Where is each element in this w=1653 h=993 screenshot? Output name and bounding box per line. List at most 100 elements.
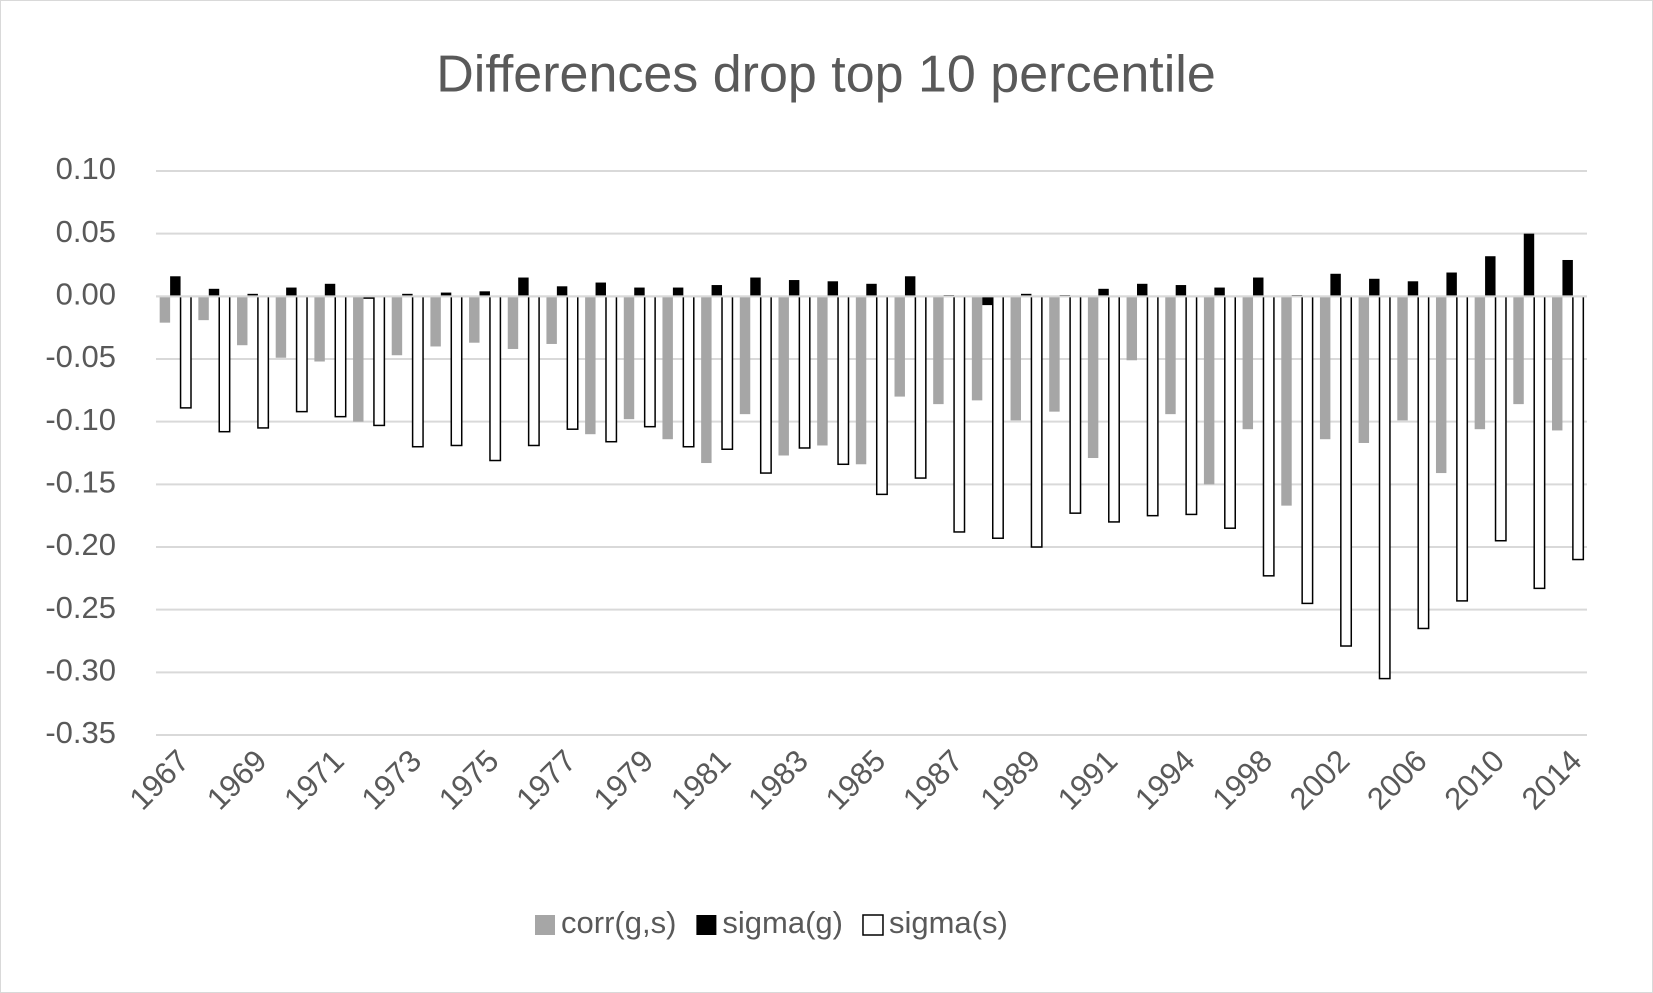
- bar: [914, 295, 927, 479]
- bar: [411, 295, 424, 448]
- bar: [1301, 295, 1314, 605]
- bar: [1146, 295, 1159, 517]
- bar: [391, 296, 403, 356]
- bar: [875, 295, 888, 496]
- bar: [334, 295, 347, 418]
- bar: [894, 296, 905, 397]
- bar: [866, 283, 877, 297]
- y-tick-label: -0.05: [45, 339, 116, 374]
- bar: [605, 295, 618, 443]
- bar: [759, 295, 772, 474]
- bar: [855, 296, 867, 465]
- bar: [1358, 296, 1370, 443]
- bar: [1069, 295, 1082, 514]
- bar: [450, 295, 463, 447]
- bar: [1175, 285, 1187, 297]
- bar: [827, 281, 839, 297]
- bar: [1474, 296, 1486, 430]
- bar: [1087, 296, 1099, 459]
- bar: [991, 295, 1004, 539]
- y-tick-label: 0.10: [56, 151, 116, 186]
- bar: [904, 276, 916, 297]
- bar: [1319, 296, 1331, 440]
- bar: [247, 293, 258, 297]
- bar: [218, 295, 231, 433]
- bar: [971, 296, 983, 401]
- bar: [643, 295, 656, 428]
- bar: [295, 295, 308, 413]
- bar: [1533, 295, 1546, 590]
- bar: [739, 296, 751, 415]
- bar: [286, 287, 297, 297]
- bar: [837, 295, 850, 466]
- bar: [1446, 272, 1457, 297]
- bar: [1456, 295, 1469, 602]
- bar: [479, 291, 490, 297]
- y-tick-label: -0.35: [45, 715, 116, 750]
- bar: [1224, 295, 1236, 529]
- y-tick-label: -0.10: [45, 402, 116, 437]
- bar: [324, 283, 336, 297]
- y-tick-label: -0.20: [45, 527, 116, 562]
- bar: [1369, 278, 1380, 297]
- bar: [623, 296, 635, 420]
- bar: [1551, 296, 1563, 431]
- legend-swatch: [535, 915, 555, 935]
- y-tick-label: 0.05: [56, 214, 116, 249]
- bar: [778, 296, 789, 456]
- bar: [402, 293, 413, 297]
- bar: [1242, 296, 1254, 430]
- bar: [1397, 296, 1408, 421]
- bar: [1253, 277, 1264, 297]
- legend-label: sigma(g): [722, 905, 843, 940]
- bar: [440, 292, 452, 297]
- bar: [1340, 295, 1353, 647]
- bar: [208, 288, 220, 297]
- y-tick-label: -0.25: [45, 590, 116, 625]
- bar: [585, 296, 596, 435]
- bar: [237, 296, 248, 346]
- bar: [1435, 296, 1447, 474]
- bar: [788, 280, 800, 297]
- bar: [1203, 296, 1215, 485]
- bar: [1407, 281, 1419, 297]
- bar: [1262, 295, 1275, 577]
- bar: [750, 277, 761, 297]
- y-tick-label: -0.15: [45, 465, 116, 500]
- bar: [179, 295, 192, 409]
- bar: [170, 276, 181, 297]
- bar: [489, 295, 502, 462]
- bar: [682, 295, 695, 448]
- bar: [662, 296, 673, 440]
- bar: [711, 285, 723, 297]
- bar: [430, 296, 441, 347]
- bar: [1281, 296, 1292, 506]
- bar: [933, 296, 944, 405]
- bar: [257, 295, 270, 429]
- bar: [275, 296, 287, 358]
- bar: [1523, 233, 1535, 297]
- bar: [817, 296, 828, 446]
- bar: [721, 295, 734, 450]
- bar: [198, 296, 209, 321]
- bar: [1020, 293, 1032, 297]
- legend-label: sigma(s): [889, 905, 1008, 940]
- bar: [701, 296, 712, 464]
- bar: [953, 295, 966, 533]
- bar: [1137, 283, 1148, 297]
- bar: [1214, 287, 1225, 297]
- bar: [507, 296, 519, 349]
- bar: [1513, 296, 1524, 405]
- bar: [1098, 288, 1109, 297]
- bar: [595, 282, 606, 297]
- bar: [518, 277, 529, 297]
- bar: [353, 296, 364, 422]
- bar: [1126, 296, 1138, 361]
- bar: [1165, 296, 1176, 415]
- bar: [798, 295, 811, 449]
- legend-label: corr(g,s): [561, 905, 676, 940]
- bar: [527, 295, 540, 447]
- bar: [1049, 296, 1060, 412]
- bar: [1417, 295, 1430, 630]
